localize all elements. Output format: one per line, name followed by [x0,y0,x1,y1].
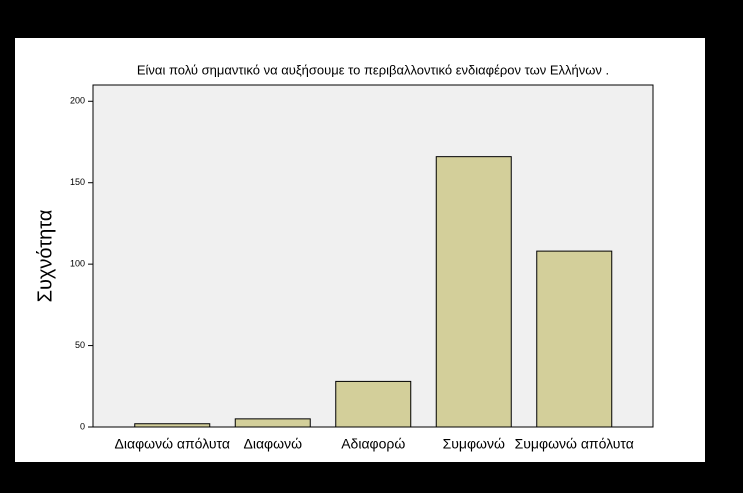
y-tick-label: 150 [70,177,85,187]
y-tick-label: 100 [70,259,85,269]
bar [435,156,512,428]
chart-title: Είναι πολύ σημαντικό να αυξήσουμε το περ… [137,62,609,77]
bar [134,423,211,428]
y-axis-label: Συχνότητα [34,210,56,303]
y-tick-label: 50 [75,340,85,350]
bar [335,380,412,428]
y-tick-label: 0 [80,421,85,431]
y-tick-label: 200 [70,96,85,106]
x-tick-label: Διαφωνώ [244,436,303,452]
bar [536,250,613,428]
bar [234,418,311,428]
x-tick-label: Αδιαφορώ [341,436,405,452]
x-tick-label: Διαφωνώ απόλυτα [115,436,230,452]
x-tick-label: Συμφωνώ [443,436,505,452]
x-tick-label: Συμφωνώ απόλυτα [515,436,634,452]
